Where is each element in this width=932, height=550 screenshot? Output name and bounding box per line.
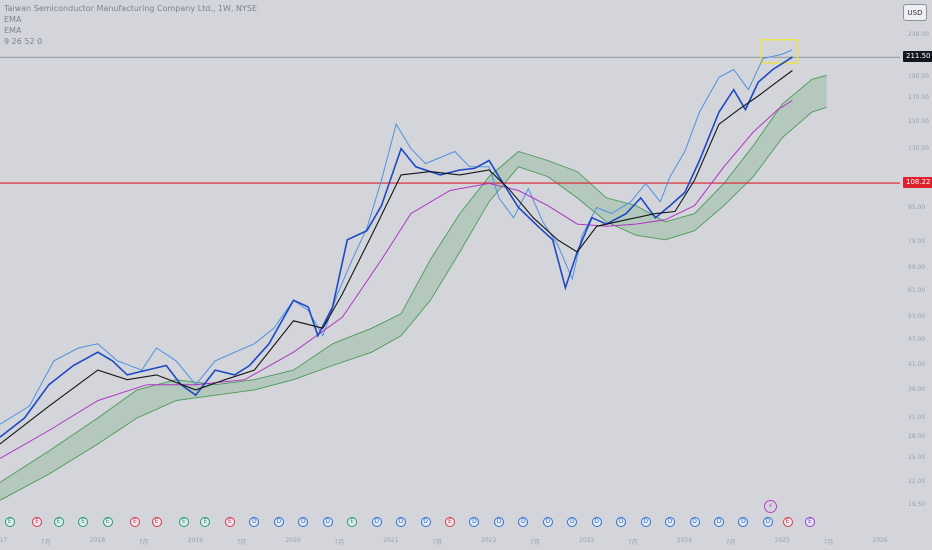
dividend-marker[interactable]: D [273,517,284,527]
dividend-marker[interactable]: D [689,517,700,527]
series-lines [0,49,793,459]
horizontal-lines [0,56,900,184]
y-tick-label: 61.00 [908,286,926,294]
currency-button[interactable]: USD [903,4,927,21]
x-tick-label: 7月 [432,539,443,546]
x-tick-label: 7月 [823,539,834,546]
dividend-marker[interactable]: D [420,517,431,527]
x-tick-label: 2017 [0,537,8,544]
earnings-marker[interactable]: E [78,517,89,527]
y-tick-label: 190.00 [908,73,929,81]
dividend-marker[interactable]: D [738,517,749,527]
x-tick-label: 7月 [138,539,149,546]
price-line [0,56,793,438]
y-tick-label: 79.00 [908,238,926,246]
dividend-marker[interactable]: D [665,517,676,527]
level-price-tag: 108.22 [903,177,932,189]
fast-ema-line [0,70,793,445]
earnings-marker[interactable]: E [151,517,162,527]
legend-ema-2: EMA [4,26,22,35]
highlight-box-layer [760,39,798,64]
legend-title: Taiwan Semiconductor Manufacturing Compa… [4,4,257,13]
x-tick-label: 2025 [774,537,790,544]
earnings-marker[interactable]: E [4,517,15,527]
y-tick-label: 25.00 [908,454,926,462]
earnings-marker[interactable]: E [445,517,455,527]
ichimoku-cloud [0,74,827,501]
x-tick-label: 7月 [530,539,540,546]
x-tick-label: 2020 [285,537,301,544]
dividend-marker[interactable]: D [518,517,529,527]
y-tick-label: 238.00 [908,30,929,38]
legend-ema-1: EMA [4,15,22,24]
earnings-marker[interactable]: E [200,517,211,527]
y-tick-label: 150.00 [908,117,929,125]
dividend-marker[interactable]: D [322,517,333,527]
x-tick-label: 2018 [89,537,106,544]
y-tick-label: 41.00 [908,361,926,369]
dividend-marker[interactable]: D [762,517,773,527]
x-tick-label: 2019 [187,537,203,544]
dividend-marker[interactable]: D [616,517,627,527]
x-tick-label: 2022 [481,537,497,544]
dividend-marker[interactable]: D [396,517,407,527]
highlight-box [760,39,798,64]
y-tick-label: 22.00 [908,478,926,486]
last-price-tag: 211.50 [903,51,932,63]
y-tick-label: 69.00 [908,263,926,271]
dividend-marker[interactable]: D [249,517,260,527]
x-tick-label: 2021 [383,537,399,544]
y-tick-label: 31.00 [908,413,926,421]
cloud-span-b-line [0,106,827,501]
chart-legend: Taiwan Semiconductor Manufacturing Compa… [4,3,257,47]
y-tick-label: 47.00 [908,335,926,343]
earnings-marker[interactable]: E [53,517,64,527]
x-tick-label: 7月 [627,539,638,546]
dividend-marker[interactable]: D [714,517,725,527]
x-tick-label: 2023 [578,537,595,544]
legend-ichimoku: 9 26 52 0 [4,37,43,46]
cloud-fill [0,75,827,501]
x-tick-label: 7月 [334,539,345,546]
dividend-marker[interactable]: D [298,517,309,527]
dividend-marker[interactable]: D [371,517,382,527]
earnings-marker[interactable]: E [347,517,358,527]
cloud-span-a-line [0,74,827,483]
y-tick-label: 19.50 [908,501,926,509]
y-tick-label: 36.00 [908,385,926,393]
conversion-line [0,49,793,425]
x-tick-label: 7月 [236,539,247,546]
dividend-marker[interactable]: D [469,517,480,527]
y-tick-label: 53.00 [908,313,926,321]
x-tick-label: 7月 [40,539,51,546]
earnings-marker[interactable]: E [32,517,43,527]
x-tick-label: 2026 [872,537,888,544]
earnings-marker[interactable]: E [130,517,140,527]
x-tick-label: 2024 [676,537,693,544]
y-tick-label: 170.00 [908,94,929,102]
slow-ema-line [0,99,793,459]
dividend-marker[interactable]: D [591,517,602,527]
split-lightning-icon[interactable]: ⚡ [764,500,777,513]
earnings-marker[interactable]: E [805,517,815,527]
earnings-marker[interactable]: E [782,517,793,527]
y-tick-label: 130.00 [908,144,929,152]
earnings-marker[interactable]: E [178,517,189,527]
dividend-marker[interactable]: D [493,517,504,527]
y-tick-label: 95.00 [908,203,926,211]
dividend-marker[interactable]: D [542,517,553,527]
y-tick-label: 28.00 [908,433,926,441]
dividend-marker[interactable]: D [567,517,578,527]
dividend-marker[interactable]: D [640,517,651,527]
earnings-marker[interactable]: E [224,517,235,527]
x-tick-label: 7月 [725,539,736,546]
earnings-marker[interactable]: E [102,517,113,527]
